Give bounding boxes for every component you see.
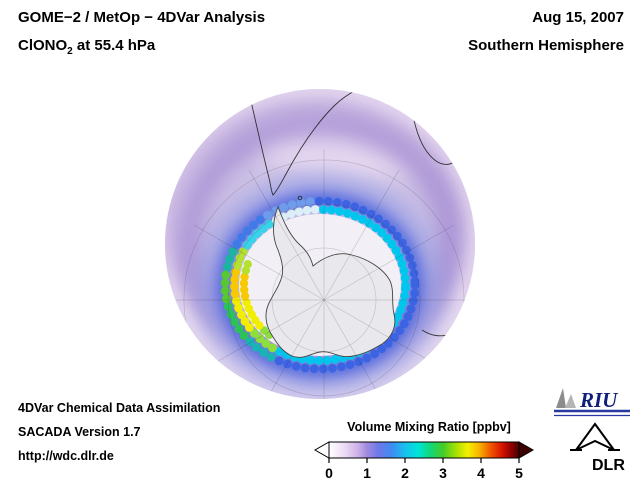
species-level-title: ClONO2 at 55.4 hPa — [18, 37, 265, 61]
latitude-circle — [183, 159, 465, 399]
collar-halo — [212, 188, 428, 382]
hemisphere-label: Southern Hemisphere — [468, 37, 624, 54]
hemisphere-map-container — [164, 88, 476, 400]
riu-sail-icon — [556, 388, 566, 408]
latitude-circle — [271, 247, 377, 353]
colorbar-block: Volume Mixing Ratio [ppbv] 0 1 2 3 4 5 — [313, 420, 544, 480]
dlr-bird-icon — [575, 422, 615, 451]
riu-sail-icon — [565, 394, 576, 408]
antarctica — [265, 205, 396, 358]
species-subscript: 2 — [67, 46, 73, 57]
latitude-circle — [227, 203, 421, 397]
date-label: Aug 15, 2007 — [532, 9, 624, 26]
credits-block: 4DVar Chemical Data Assimilation SACADA … — [18, 400, 220, 472]
tick-label-5: 5 — [515, 465, 523, 480]
riu-logo-text: RIU — [579, 388, 619, 412]
colorbar-left-arrow-icon — [313, 441, 330, 459]
tick-label-1: 1 — [363, 465, 371, 480]
credit-line-3: http://wdc.dlr.de — [18, 449, 114, 463]
credit-line-1: 4DVar Chemical Data Assimilation — [18, 401, 221, 415]
south-america-coastline — [247, 89, 361, 196]
collar-outer-band — [198, 175, 442, 395]
colorbar-title: Volume Mixing Ratio [ppbv] — [347, 420, 511, 434]
falkland-islands — [297, 195, 303, 201]
colorbar: 0 1 2 3 4 5 — [313, 441, 535, 480]
tick-label-4: 4 — [477, 465, 485, 480]
title-block: GOME−2 / MetOp − 4DVar Analysis ClONO2 a… — [18, 9, 265, 61]
colorbar-tick-labels: 0 1 2 3 4 5 — [325, 465, 523, 480]
pressure-level: at 55.4 hPa — [72, 37, 156, 54]
tick-label-0: 0 — [325, 465, 333, 480]
tick-label-3: 3 — [439, 465, 447, 480]
dlr-logo-icon: DLR — [570, 422, 625, 474]
tick-label-2: 2 — [401, 465, 409, 480]
hemisphere-map — [165, 89, 475, 399]
date-block: Aug 15, 2007 Southern Hemisphere — [468, 9, 624, 55]
dlr-logo-text: DLR — [592, 457, 625, 474]
dlr-logo: DLR — [568, 420, 632, 474]
figure-title: GOME−2 / MetOp − 4DVar Analysis — [18, 9, 266, 26]
vortex-edge-ring — [220, 196, 420, 374]
colorbar-gradient-bar — [328, 441, 520, 459]
riu-logo: RIU — [550, 380, 634, 418]
colorbar-right-arrow-icon — [518, 441, 535, 459]
species-name: ClONO — [18, 37, 68, 54]
credit-line-2: SACADA Version 1.7 — [18, 425, 141, 439]
riu-logo-icon: RIU — [554, 388, 630, 417]
graticule — [174, 150, 474, 399]
colorbar-ticks — [328, 458, 520, 463]
